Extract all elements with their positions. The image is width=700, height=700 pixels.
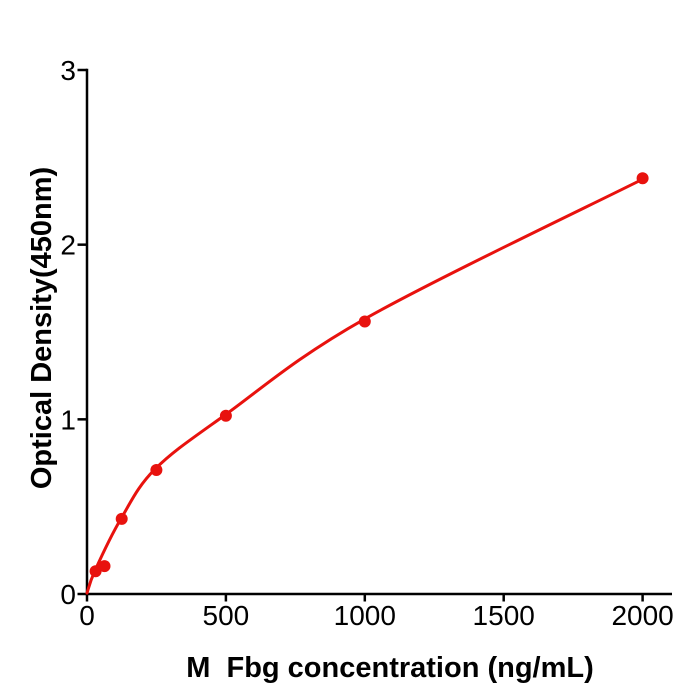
data-points (89, 172, 649, 578)
x-tick-label: 2000 (611, 600, 673, 631)
x-tick-label: 1000 (334, 600, 396, 631)
y-tick-label: 0 (60, 579, 76, 610)
x-ticks (85, 594, 644, 602)
y-tick-label: 2 (60, 230, 76, 261)
data-point (219, 409, 232, 422)
y-tick-labels: 0 1 2 3 (60, 55, 76, 610)
x-tick-label: 0 (79, 600, 95, 631)
data-point (150, 464, 163, 476)
data-point (115, 512, 128, 525)
data-point (636, 172, 649, 185)
y-axis-label: Optical Density(450nm) (26, 167, 58, 489)
y-ticks (77, 68, 87, 596)
x-axis-label: M Fbg concentration (ng/mL) (186, 652, 594, 684)
data-point (98, 560, 111, 573)
fit-curve (85, 177, 645, 595)
data-point (358, 315, 371, 328)
data-point (89, 565, 102, 578)
x-tick-label: 1500 (473, 600, 535, 631)
x-tick-labels: 0 500 1000 1500 2000 (79, 600, 674, 631)
y-tick-label: 1 (60, 404, 76, 435)
x-tick-label: 500 (203, 600, 250, 631)
y-tick-label: 3 (60, 55, 76, 86)
